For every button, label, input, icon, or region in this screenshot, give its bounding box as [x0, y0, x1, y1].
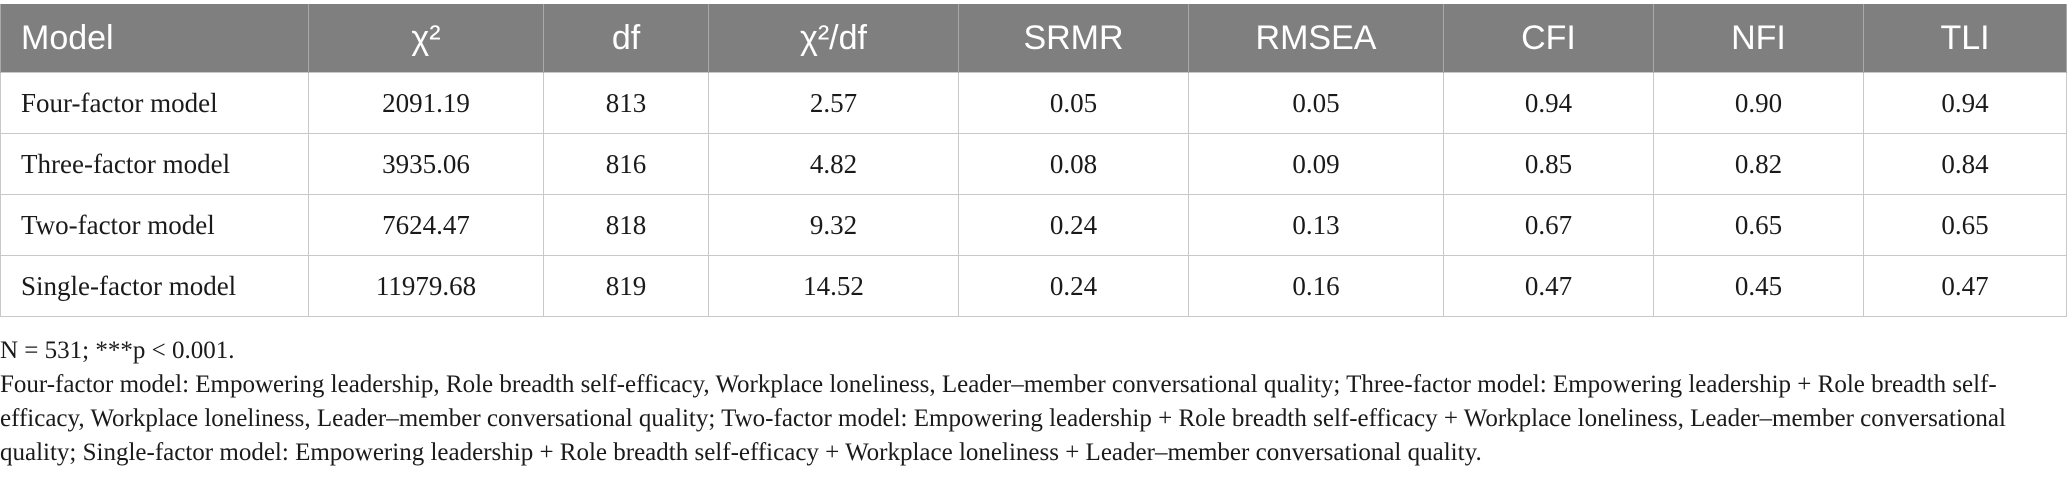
cell-nfi: 0.45: [1653, 255, 1864, 317]
cell-chi-square: 11979.68: [308, 255, 544, 317]
cell-cfi: 0.85: [1443, 133, 1654, 195]
cell-chi-square: 2091.19: [308, 72, 544, 134]
header-nfi: NFI: [1653, 4, 1864, 73]
cell-srmr: 0.24: [958, 194, 1189, 256]
cell-df: 816: [543, 133, 709, 195]
header-tli: TLI: [1863, 4, 2067, 73]
cell-df: 819: [543, 255, 709, 317]
footnote-model-definitions: Four-factor model: Empowering leadership…: [0, 371, 2006, 466]
header-model: Model: [0, 4, 309, 73]
cell-chi-square-over-df: 4.82: [708, 133, 959, 195]
cell-rmsea: 0.09: [1188, 133, 1444, 195]
cell-df: 813: [543, 72, 709, 134]
cell-model: Three-factor model: [0, 133, 309, 195]
header-df: df: [543, 4, 709, 73]
cell-chi-square-over-df: 9.32: [708, 194, 959, 256]
cell-cfi: 0.47: [1443, 255, 1654, 317]
header-cfi: CFI: [1443, 4, 1654, 73]
model-fit-table-container: Model χ² df χ²/df SRMR RMSEA CFI NFI TLI…: [0, 4, 2067, 317]
header-chi-square-over-df: χ²/df: [708, 4, 959, 73]
cell-tli: 0.94: [1863, 72, 2067, 134]
header-row: Model χ² df χ²/df SRMR RMSEA CFI NFI TLI: [0, 4, 2067, 73]
cell-nfi: 0.82: [1653, 133, 1864, 195]
cell-tli: 0.47: [1863, 255, 2067, 317]
table-row: Three-factor model 3935.06 816 4.82 0.08…: [0, 133, 2067, 195]
table-row: Four-factor model 2091.19 813 2.57 0.05 …: [0, 72, 2067, 134]
cell-model: Four-factor model: [0, 72, 309, 134]
cell-srmr: 0.05: [958, 72, 1189, 134]
cell-model: Two-factor model: [0, 194, 309, 256]
cell-chi-square: 7624.47: [308, 194, 544, 256]
header-chi-square: χ²: [308, 4, 544, 73]
cell-tli: 0.65: [1863, 194, 2067, 256]
cell-srmr: 0.24: [958, 255, 1189, 317]
cell-srmr: 0.08: [958, 133, 1189, 195]
cell-cfi: 0.67: [1443, 194, 1654, 256]
footnote-sample-size: N = 531; ***p < 0.001.: [0, 337, 235, 364]
cell-rmsea: 0.05: [1188, 72, 1444, 134]
cell-df: 818: [543, 194, 709, 256]
table-footnotes: N = 531; ***p < 0.001. Four-factor model…: [0, 334, 2060, 470]
header-rmsea: RMSEA: [1188, 4, 1444, 73]
header-srmr: SRMR: [958, 4, 1189, 73]
cell-rmsea: 0.13: [1188, 194, 1444, 256]
table-row: Single-factor model 11979.68 819 14.52 0…: [0, 255, 2067, 317]
cell-chi-square-over-df: 2.57: [708, 72, 959, 134]
cell-chi-square: 3935.06: [308, 133, 544, 195]
cell-model: Single-factor model: [0, 255, 309, 317]
cell-nfi: 0.65: [1653, 194, 1864, 256]
cell-chi-square-over-df: 14.52: [708, 255, 959, 317]
model-fit-table: Model χ² df χ²/df SRMR RMSEA CFI NFI TLI…: [0, 4, 2067, 317]
cell-cfi: 0.94: [1443, 72, 1654, 134]
cell-tli: 0.84: [1863, 133, 2067, 195]
cell-nfi: 0.90: [1653, 72, 1864, 134]
cell-rmsea: 0.16: [1188, 255, 1444, 317]
table-row: Two-factor model 7624.47 818 9.32 0.24 0…: [0, 194, 2067, 256]
